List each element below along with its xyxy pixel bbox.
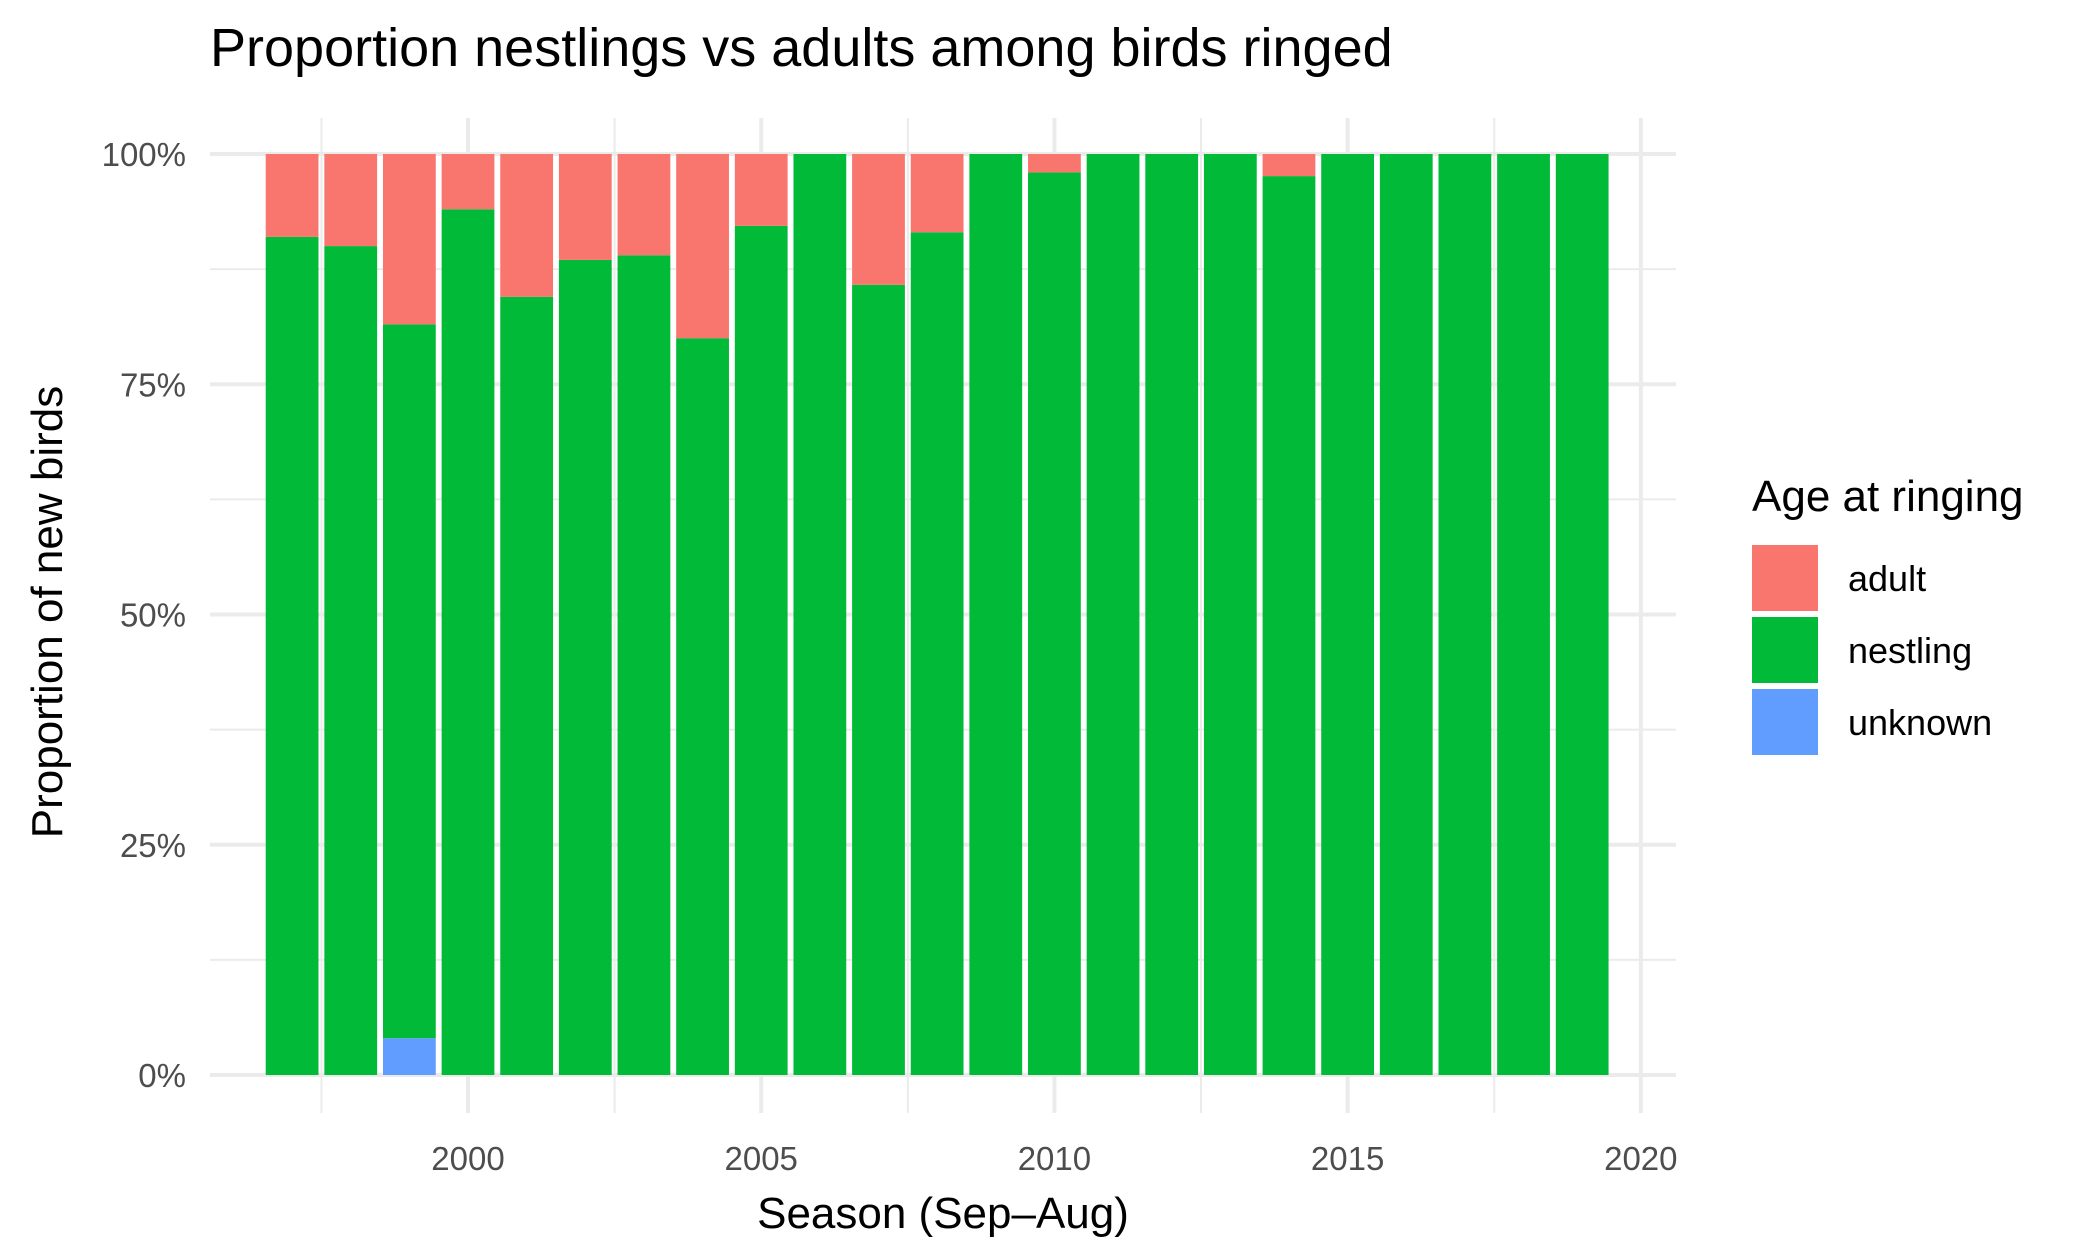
bar-segment-nestling (265, 236, 319, 1075)
bar-segment-unknown (382, 1038, 436, 1075)
bar-segment-nestling (1203, 154, 1257, 1075)
bar-segment-adult (1262, 154, 1316, 177)
legend: Age at ringing adult nestling unknown (1752, 472, 2024, 755)
x-axis-title: Season (Sep–Aug) (757, 1189, 1129, 1238)
bar-segment-adult (324, 154, 378, 247)
bar-segment-adult (500, 154, 554, 297)
bar-segment-nestling (793, 154, 847, 1075)
bar-segment-nestling (1028, 172, 1081, 1076)
bar-segment-nestling (1145, 154, 1199, 1075)
y-tick-label: 100% (102, 136, 186, 173)
y-tick-label: 50% (120, 597, 186, 634)
bar-segment-nestling (1497, 154, 1550, 1075)
x-tick-label: 2000 (431, 1140, 504, 1177)
bar-segment-adult (441, 154, 495, 210)
y-tick-label: 75% (120, 366, 186, 403)
x-tick-labels: 2000 2005 2010 2015 2020 (431, 1140, 1677, 1177)
bar-segment-nestling (500, 296, 554, 1075)
bar-segment-adult (734, 154, 788, 226)
y-axis-title: Proportion of new birds (23, 386, 72, 838)
bar-segment-adult (852, 154, 905, 285)
x-tick-label: 2020 (1604, 1140, 1677, 1177)
bar-segment-nestling (969, 154, 1023, 1075)
bar-segment-nestling (1555, 154, 1609, 1075)
y-tick-label: 0% (138, 1057, 186, 1094)
bar-segment-adult (382, 154, 436, 325)
bar-segment-nestling (676, 338, 729, 1075)
bar-segment-nestling (1379, 154, 1433, 1075)
bar-segment-nestling (558, 259, 612, 1075)
bar-segment-adult (1028, 154, 1081, 173)
legend-label-nestling: nestling (1848, 630, 1972, 671)
bar-segment-nestling (910, 232, 964, 1075)
bar-segment-nestling (734, 225, 788, 1075)
bar-segment-nestling (852, 284, 905, 1076)
legend-key-nestling (1752, 617, 1818, 683)
bar-segment-nestling (1321, 154, 1375, 1075)
legend-key-unknown (1752, 689, 1818, 755)
bar-segment-nestling (382, 324, 436, 1039)
bars (265, 154, 1609, 1076)
x-tick-label: 2015 (1311, 1140, 1384, 1177)
bar-segment-nestling (441, 209, 495, 1075)
bar-segment-adult (558, 154, 612, 260)
chart-title: Proportion nestlings vs adults among bir… (210, 18, 1393, 78)
bar-segment-nestling (324, 246, 378, 1076)
bar-segment-nestling (1262, 176, 1316, 1075)
bar-segment-adult (676, 154, 729, 339)
bar-segment-adult (265, 154, 319, 237)
x-tick-label: 2005 (725, 1140, 798, 1177)
legend-key-adult (1752, 545, 1818, 611)
legend-title: Age at ringing (1752, 472, 2024, 521)
legend-label-adult: adult (1848, 558, 1926, 599)
bar-segment-nestling (1438, 154, 1492, 1075)
bar-segment-nestling (617, 255, 671, 1075)
y-tick-labels: 0% 25% 50% 75% 100% (102, 136, 186, 1094)
bar-segment-nestling (1086, 154, 1140, 1075)
bar-segment-adult (617, 154, 671, 256)
x-tick-label: 2010 (1018, 1140, 1091, 1177)
legend-label-unknown: unknown (1848, 702, 1992, 743)
y-tick-label: 25% (120, 827, 186, 864)
bar-segment-adult (910, 154, 964, 233)
